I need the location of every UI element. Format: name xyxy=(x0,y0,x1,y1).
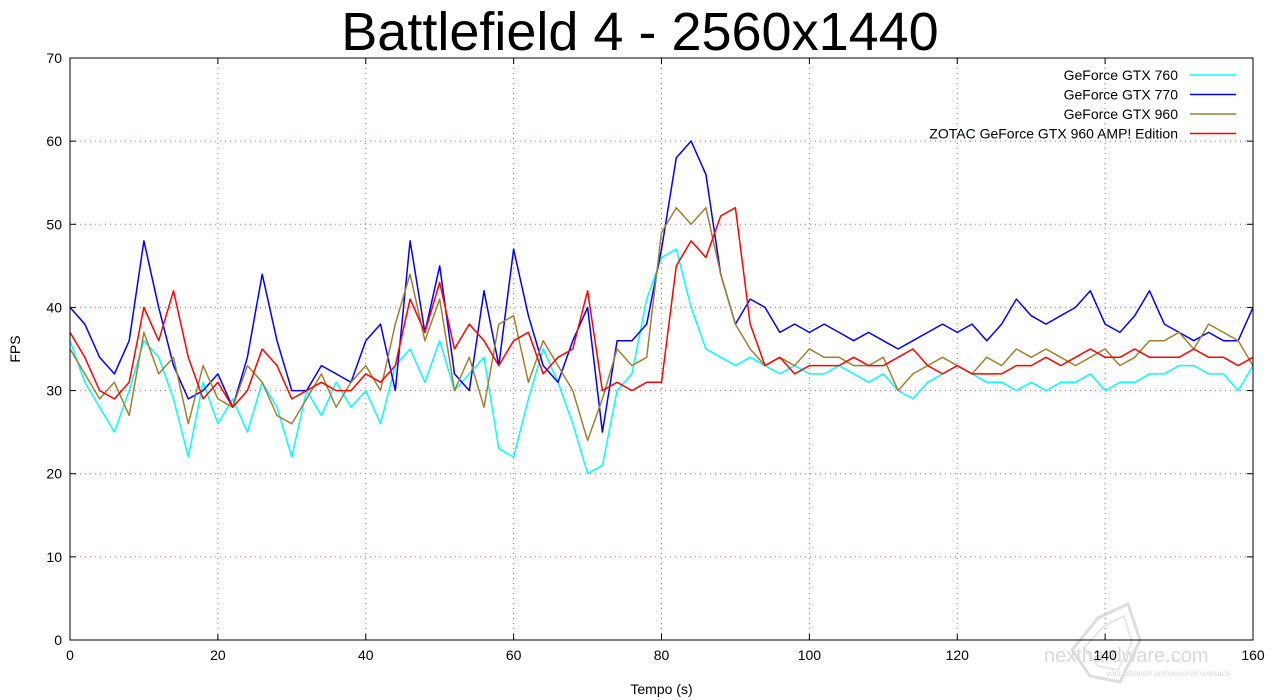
series-line-4 xyxy=(69,206,1254,408)
legend: GeForce GTX 760 GeForce GTX 770 GeForce GT… xyxy=(929,67,1236,142)
y-tick-label: 50 xyxy=(46,216,62,232)
x-tick-label: 80 xyxy=(654,647,670,663)
y-tick-label: 70 xyxy=(46,50,62,66)
x-tick-label: 20 xyxy=(210,647,226,663)
x-tick-label: 120 xyxy=(946,647,970,663)
watermark-logo: nexthardware.com your ultimate professio… xyxy=(1044,601,1231,684)
x-tick-label: 40 xyxy=(358,647,374,663)
y-axis-label: FPS xyxy=(7,335,23,362)
x-tick-label: 140 xyxy=(1093,647,1117,663)
x-tick-label: 60 xyxy=(506,647,522,663)
watermark-brand: nexthardware.com xyxy=(1044,645,1209,667)
x-tick-label: 160 xyxy=(1241,647,1265,663)
y-tick-label: 60 xyxy=(46,133,62,149)
y-tick-label: 10 xyxy=(46,549,62,565)
chart-title: Battlefield 4 - 2560x1440 xyxy=(341,2,939,62)
x-tick-label: 0 xyxy=(66,647,74,663)
watermark-shape xyxy=(1070,601,1142,684)
legend-label: ZOTAC GeForce GTX 960 AMP! Edition xyxy=(929,126,1178,142)
series-line-2 xyxy=(69,140,1254,433)
grid xyxy=(70,58,1253,640)
series-lines xyxy=(69,140,1254,475)
axis-ticks: 0 20 40 60 80 100 120 140 160 0 10 20 30 40 50 60 70 xyxy=(46,50,1264,663)
watermark-tagline: your ultimate professional resource xyxy=(1106,669,1231,678)
legend-label: GeForce GTX 760 xyxy=(1064,67,1179,83)
series-line-3 xyxy=(69,206,1254,442)
y-tick-label: 30 xyxy=(46,383,62,399)
legend-label: GeForce GTX 770 xyxy=(1064,87,1179,103)
legend-label: GeForce GTX 960 xyxy=(1064,106,1179,122)
series-line-1 xyxy=(69,248,1254,475)
y-tick-label: 0 xyxy=(54,632,62,648)
y-tick-label: 40 xyxy=(46,299,62,315)
watermark-shape xyxy=(1082,614,1134,672)
x-axis-label: Tempo (s) xyxy=(630,681,692,697)
y-tick-label: 20 xyxy=(46,466,62,482)
x-tick-label: 100 xyxy=(798,647,822,663)
